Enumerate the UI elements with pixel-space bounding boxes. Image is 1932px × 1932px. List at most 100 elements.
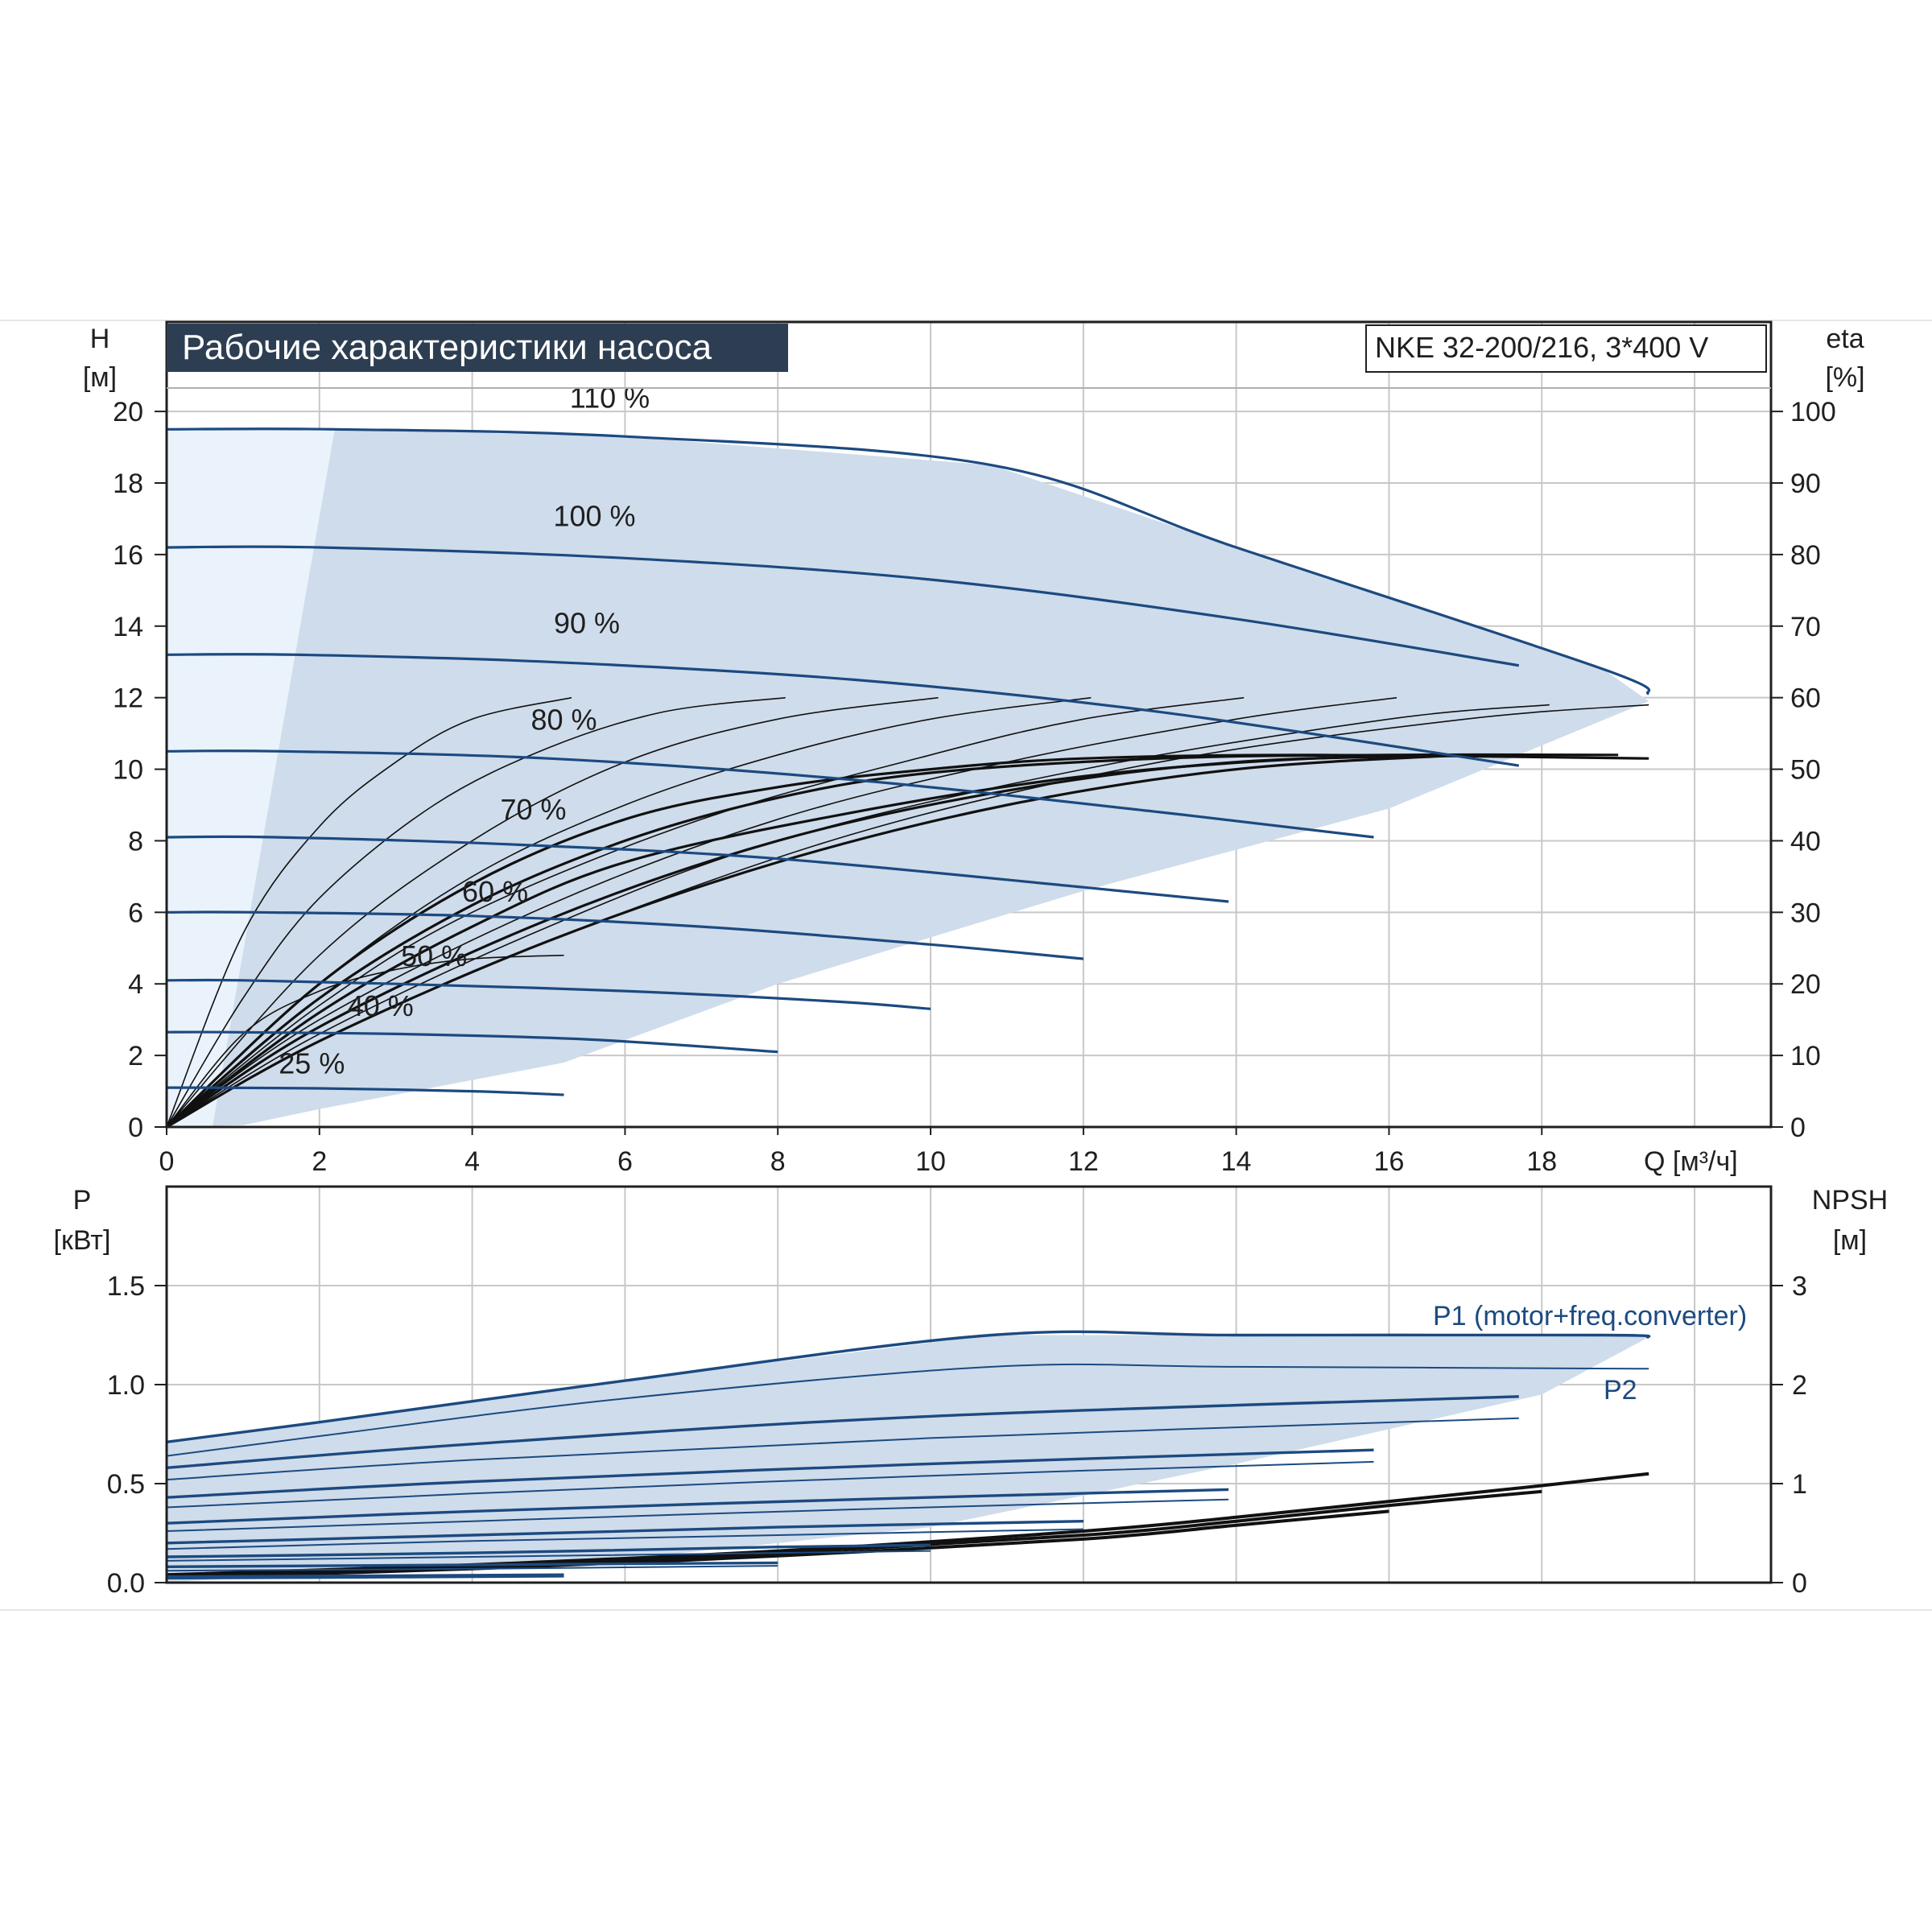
power-curve: [166, 1395, 1519, 1469]
x-tick-label: 6: [617, 1146, 633, 1177]
power-curve: [166, 1488, 1229, 1525]
speed-labels: 110 % 100 % 90 % 80 % 70 % 60 % 50 % 40 %25 %: [279, 382, 650, 1080]
y-tick-label: 4: [128, 969, 143, 1000]
efficiency-curve: [166, 696, 1245, 1128]
efficiency-curve: [166, 753, 1466, 1129]
x-tick-label: 2: [312, 1146, 327, 1177]
head-curve: [166, 545, 1520, 667]
head-curve: [166, 427, 1651, 696]
speed-label: 25 %: [279, 1046, 345, 1080]
npsh-tick-label: 1: [1792, 1469, 1807, 1500]
head-curve: [166, 978, 931, 1010]
head-curve: [166, 1086, 564, 1096]
y-tick-label: 16: [113, 540, 143, 571]
head-curve: [166, 1030, 778, 1054]
x-tick-label: 10: [915, 1146, 946, 1177]
y2-tick-label: 60: [1790, 683, 1821, 714]
npsh-tick-label: 0: [1792, 1568, 1807, 1599]
power-curve: [166, 1528, 1084, 1550]
x-tick-label: 4: [464, 1146, 480, 1177]
power-curve: [166, 1543, 931, 1558]
y2-tick-label: 90: [1790, 469, 1821, 499]
y-tick-label: 14: [113, 612, 143, 642]
model-label: NKE 32-200/216, 3*400 V: [1375, 331, 1708, 364]
power-curve: [166, 1460, 1374, 1509]
operating-area: [167, 429, 1649, 1127]
speed-label: 40 %: [348, 989, 414, 1022]
power-curve: [166, 1550, 931, 1562]
y2-tick-label: 20: [1790, 969, 1821, 1000]
y2-tick-label: 10: [1790, 1041, 1821, 1071]
x-axis-label: Q [м³/ч]: [1644, 1146, 1738, 1177]
power-curve: [166, 1565, 778, 1572]
y2-axis-name: eta: [1826, 324, 1864, 354]
efficiency-curve: [166, 696, 572, 1128]
speed-label: 110 %: [570, 382, 650, 415]
p2-legend-label: P2: [1604, 1375, 1637, 1406]
y-tick-label: 0: [128, 1113, 143, 1143]
npsh-curve: [166, 1489, 1542, 1579]
x-tick-label: 16: [1374, 1146, 1405, 1177]
speed-label: 70 %: [501, 793, 567, 826]
y2-tick-label: 100: [1790, 397, 1836, 427]
power-area: [167, 1335, 1649, 1583]
y-tick-label: 2: [128, 1041, 143, 1071]
y-axis-unit: [м]: [83, 362, 117, 393]
y2-tick-label: 50: [1790, 755, 1821, 786]
npsh-axis-name: NPSH: [1812, 1185, 1888, 1216]
power-tick-label: 0.5: [107, 1469, 145, 1500]
npsh-tick-label: 3: [1792, 1271, 1807, 1302]
y-axis-name: H: [90, 324, 110, 354]
power-curve: [166, 1330, 1651, 1443]
chart-title: Рабочие характеристики насоса: [182, 328, 712, 367]
efficiency-curves: [165, 696, 1649, 1129]
y2-tick-label: 30: [1790, 898, 1821, 928]
efficiency-curve: [166, 696, 939, 1128]
y-tick-label: 8: [128, 826, 143, 857]
efficiency-curve: [166, 696, 786, 1128]
power-tick-label: 1.0: [107, 1370, 145, 1401]
y-tick-label: 20: [113, 397, 143, 427]
y-tick-label: 10: [113, 755, 143, 786]
x-tick-label: 14: [1221, 1146, 1252, 1177]
power-curve: [166, 1417, 1519, 1481]
speed-label: 100 %: [553, 499, 635, 532]
head-curve: [166, 653, 1520, 767]
power-plot-ticks: 0.0 0.5 1.0 1.5 0 1 2 3: [107, 1271, 1807, 1599]
power-curve: [166, 1363, 1649, 1457]
y2-axis-unit: [%]: [1825, 362, 1864, 393]
y2-tick-label: 40: [1790, 826, 1821, 857]
speed-label: 90 %: [554, 607, 620, 640]
power-curve: [166, 1575, 564, 1580]
head-curve: [166, 835, 1229, 903]
x-tick-label: 8: [770, 1146, 786, 1177]
y-tick-label: 6: [128, 898, 143, 928]
x-tick-label: 18: [1526, 1146, 1557, 1177]
power-axis-unit: [кВт]: [54, 1225, 111, 1256]
y2-tick-label: 0: [1790, 1113, 1806, 1143]
p1-legend-label: P1 (motor+freq.converter): [1433, 1301, 1747, 1331]
power-tick-label: 1.5: [107, 1271, 145, 1302]
power-operating-area: [167, 1335, 1649, 1583]
power-curve: [166, 1573, 564, 1579]
power-curve: [166, 1561, 778, 1568]
power-curve: [166, 1520, 1084, 1545]
power-curve: [166, 1448, 1374, 1499]
efficiency-curve: [166, 753, 1504, 1129]
efficiency-curve: [165, 753, 1619, 1129]
speed-label: 50 %: [401, 939, 467, 972]
npsh-axis-unit: [м]: [1833, 1225, 1867, 1256]
power-curve: [166, 1498, 1229, 1532]
head-curve: [166, 910, 1084, 960]
npsh-tick-label: 2: [1792, 1370, 1807, 1401]
head-operating-area: [167, 429, 1649, 1127]
power-tick-label: 0.0: [107, 1568, 145, 1599]
head-curve: [166, 749, 1374, 839]
y2-tick-label: 70: [1790, 612, 1821, 642]
power-axis-name: P: [73, 1185, 92, 1216]
y2-tick-label: 80: [1790, 540, 1821, 571]
y-tick-label: 18: [113, 469, 143, 499]
chart-title-box: [167, 324, 788, 372]
head-curves: [166, 427, 1651, 1096]
